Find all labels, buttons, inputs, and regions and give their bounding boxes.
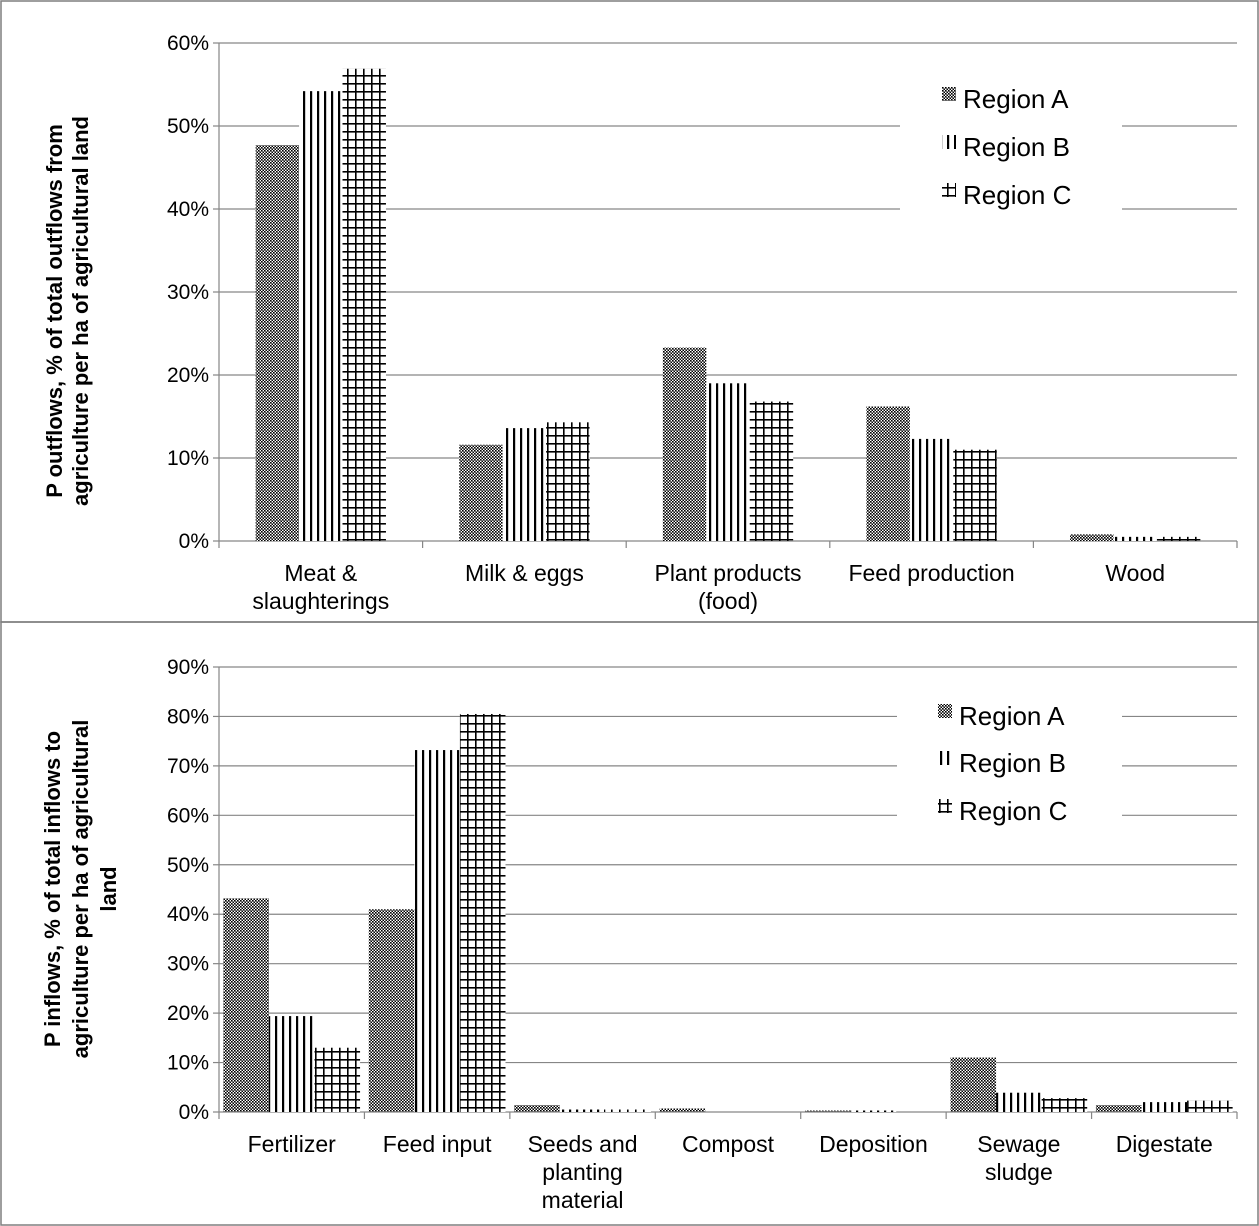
bar-region-a [368, 909, 415, 1112]
x-category-label: Milk & eggs [465, 560, 584, 586]
y-tick-label: 30% [167, 953, 209, 976]
legend-label: Region A [963, 84, 1069, 114]
bar-region-c [314, 1047, 361, 1112]
y-axis-title: land [96, 866, 121, 911]
y-tick-label: 0% [179, 530, 209, 553]
x-category-label: Seeds and [528, 1131, 638, 1157]
bottom-panel-frame [0, 621, 1259, 1226]
legend-label: Region B [959, 748, 1066, 778]
legend-background [900, 68, 1122, 214]
bar-region-c [605, 1109, 651, 1112]
y-tick-label: 40% [167, 198, 209, 221]
legend-swatch [938, 751, 952, 765]
bar-region-c [342, 68, 386, 541]
x-category-label: Feed production [848, 560, 1014, 586]
x-category-label: Deposition [819, 1131, 928, 1157]
bar-region-b [1113, 536, 1157, 541]
bar-region-a [950, 1057, 997, 1112]
y-tick-label: 60% [167, 804, 209, 827]
bar-region-b [502, 428, 547, 541]
x-category-label: Meat & [284, 560, 357, 586]
legend-label: Region C [963, 180, 1071, 210]
bar-region-a [805, 1110, 851, 1113]
bar-region-a [223, 898, 269, 1112]
legend-swatch [938, 704, 952, 718]
y-tick-label: 70% [167, 755, 209, 778]
x-category-label: Feed input [383, 1131, 492, 1157]
x-category-label: slaughterings [252, 588, 389, 614]
bar-region-c [1187, 1100, 1233, 1112]
y-axis-title: P inflows, % of total inflows to [40, 731, 65, 1047]
bar-region-b [706, 383, 750, 541]
y-axis-title: agriculture per ha of agricultural land [68, 116, 93, 506]
bar-region-b [559, 1109, 606, 1112]
legend-label: Region A [959, 701, 1065, 731]
bar-region-c [459, 713, 506, 1112]
x-category-label: (food) [698, 588, 758, 614]
bar-region-a [659, 1108, 706, 1112]
y-tick-label: 60% [167, 32, 209, 55]
bar-region-a [1070, 534, 1114, 541]
bar-region-a [514, 1105, 560, 1112]
y-tick-label: 10% [167, 1052, 209, 1075]
bar-region-a [459, 444, 503, 541]
y-tick-label: 80% [167, 705, 209, 728]
y-tick-label: 40% [167, 903, 209, 926]
legend-label: Region B [963, 132, 1070, 162]
bar-region-b [299, 91, 343, 541]
legend-background [897, 685, 1122, 830]
y-tick-label: 10% [167, 447, 209, 470]
bar-region-b [996, 1092, 1042, 1112]
x-category-label: Digestate [1116, 1131, 1213, 1157]
bar-region-c [546, 422, 590, 541]
bar-region-a [866, 406, 910, 541]
bar-region-b [850, 1110, 897, 1113]
y-tick-label: 30% [167, 281, 209, 304]
y-tick-label: 20% [167, 364, 209, 387]
legend-swatch [942, 87, 956, 101]
x-category-label: Sewage [977, 1131, 1060, 1157]
x-category-label: planting [542, 1159, 623, 1185]
legend-swatch [942, 183, 956, 197]
x-category-label: Wood [1105, 560, 1165, 586]
bar-region-b [268, 1016, 315, 1112]
legend-swatch [938, 799, 952, 813]
bar-region-b [414, 750, 460, 1112]
y-tick-label: 50% [167, 115, 209, 138]
bar-region-c [1041, 1098, 1088, 1112]
x-category-label: Plant products [654, 560, 801, 586]
y-tick-label: 50% [167, 854, 209, 877]
bar-region-a [255, 145, 300, 541]
y-tick-label: 90% [167, 656, 209, 679]
bar-region-c [749, 401, 794, 541]
y-tick-label: 0% [179, 1101, 209, 1124]
legend-label: Region C [959, 796, 1067, 826]
x-category-label: Fertilizer [248, 1131, 337, 1157]
legend-swatch [942, 135, 956, 149]
y-tick-label: 20% [167, 1002, 209, 1025]
outflows-chart: 0% 10% 20% 30% 40% 50% 60% Meat &slaughterings M… [42, 32, 1238, 614]
y-axis-title: agriculture per ha of agricultural [68, 720, 93, 1059]
x-category-label: sludge [985, 1159, 1053, 1185]
bar-region-c [953, 449, 997, 541]
x-category-label: Compost [682, 1131, 775, 1157]
inflows-chart: 0% 10% 20% 30% 40% 50% 60% 70% 80% 90% Fertilizer F… [40, 656, 1238, 1213]
bar-region-b [909, 438, 954, 541]
bar-region-c [1156, 536, 1201, 541]
bar-region-a [1095, 1105, 1142, 1112]
bar-region-a [662, 347, 707, 541]
bar-region-b [1141, 1102, 1188, 1112]
y-axis-title: P outflows, % of total outflows from [42, 124, 67, 498]
x-category-label: material [542, 1187, 624, 1213]
